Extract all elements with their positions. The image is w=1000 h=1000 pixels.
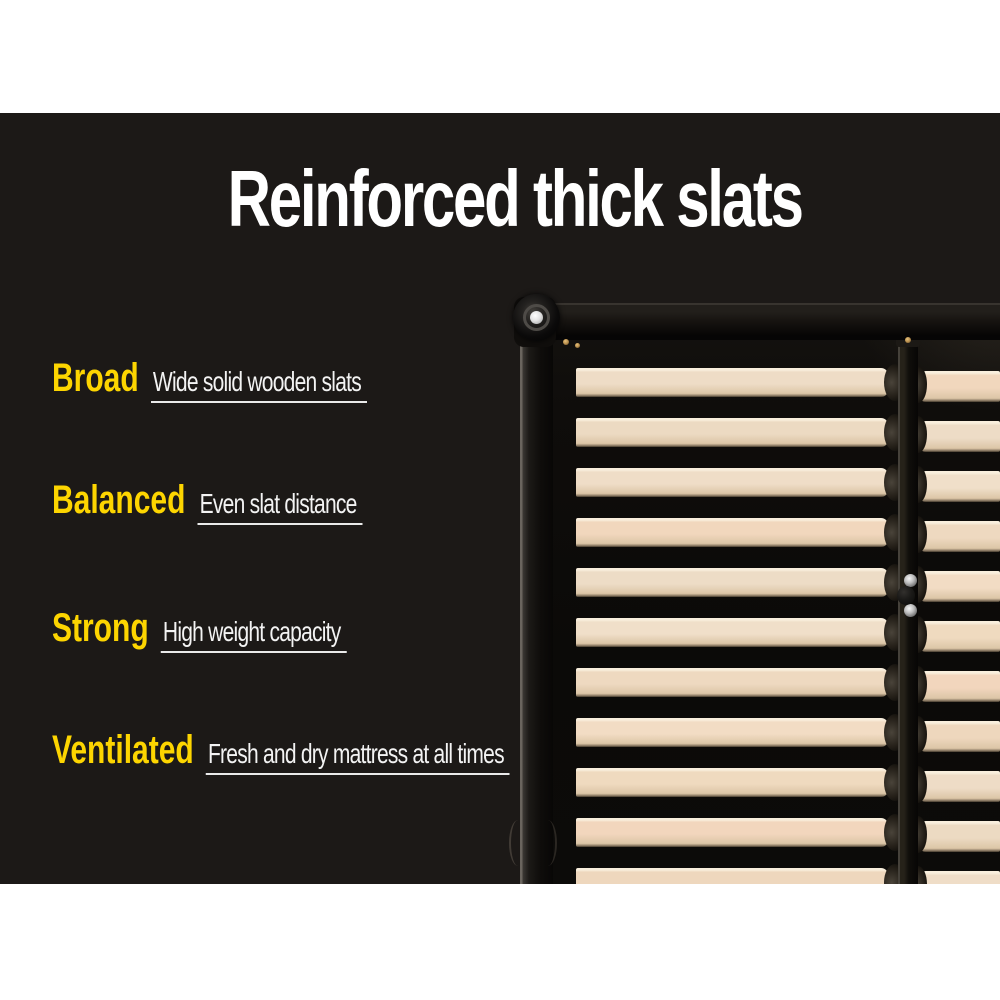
feature-row-balanced: Balanced Even slat distance	[52, 478, 363, 526]
feature-description: Even slat distance	[197, 489, 363, 526]
wood-slat	[919, 371, 1000, 402]
wood-slat	[576, 618, 888, 647]
feature-label: Broad	[52, 356, 139, 400]
wood-slat	[919, 771, 1000, 802]
feature-label: Strong	[52, 606, 149, 650]
feature-description: Fresh and dry mattress at all times	[205, 739, 510, 776]
corner-cap-center	[530, 311, 543, 324]
top-rail-shadow	[550, 335, 1000, 340]
leg-highlight-arc	[509, 820, 527, 866]
wood-slat	[576, 468, 888, 497]
wood-slat	[919, 421, 1000, 452]
corner-cap-ring	[523, 304, 550, 331]
feature-description: Wide solid wooden slats	[150, 367, 367, 404]
headline: Reinforced thick slats	[30, 159, 1000, 239]
feature-description: High weight capacity	[160, 617, 347, 654]
wood-slat	[919, 721, 1000, 752]
wood-slat	[919, 471, 1000, 502]
wood-slat	[576, 518, 888, 547]
top-rail	[550, 303, 1000, 335]
wood-slat	[919, 821, 1000, 852]
wood-slat	[576, 668, 888, 697]
feature-row-broad: Broad Wide solid wooden slats	[52, 356, 367, 404]
rail-knob	[897, 586, 915, 605]
slat-layer	[0, 113, 1000, 884]
wood-slat	[919, 621, 1000, 652]
wood-slat	[576, 718, 888, 747]
corner-screw-icon	[563, 339, 569, 345]
bed-frame-photo	[0, 113, 1000, 884]
wood-slat	[919, 871, 1000, 884]
wood-slat	[576, 818, 888, 847]
leg-highlight-arc	[539, 820, 557, 866]
wood-slat	[576, 418, 888, 447]
rail-screw-icon	[904, 604, 917, 617]
bed-leg-post	[520, 319, 553, 884]
wood-slat	[576, 768, 888, 797]
dark-panel: Reinforced thick slats Broad Wide solid …	[0, 113, 1000, 884]
wood-slat	[576, 568, 888, 597]
headline-text: Reinforced thick slats	[227, 154, 804, 243]
feature-label: Balanced	[52, 478, 186, 522]
wood-slat	[919, 571, 1000, 602]
bracket-screw-icon	[905, 337, 911, 343]
feature-label: Ventilated	[52, 728, 194, 772]
wood-slat	[576, 868, 888, 884]
corner-cap	[513, 294, 560, 341]
rail-screw-icon	[904, 574, 917, 587]
feature-row-ventilated: Ventilated Fresh and dry mattress at all…	[52, 728, 510, 776]
wood-slat	[919, 521, 1000, 552]
corner-screw-icon	[575, 343, 580, 348]
wood-slat	[919, 671, 1000, 702]
feature-row-strong: Strong High weight capacity	[52, 606, 347, 654]
wood-slat	[576, 368, 888, 397]
